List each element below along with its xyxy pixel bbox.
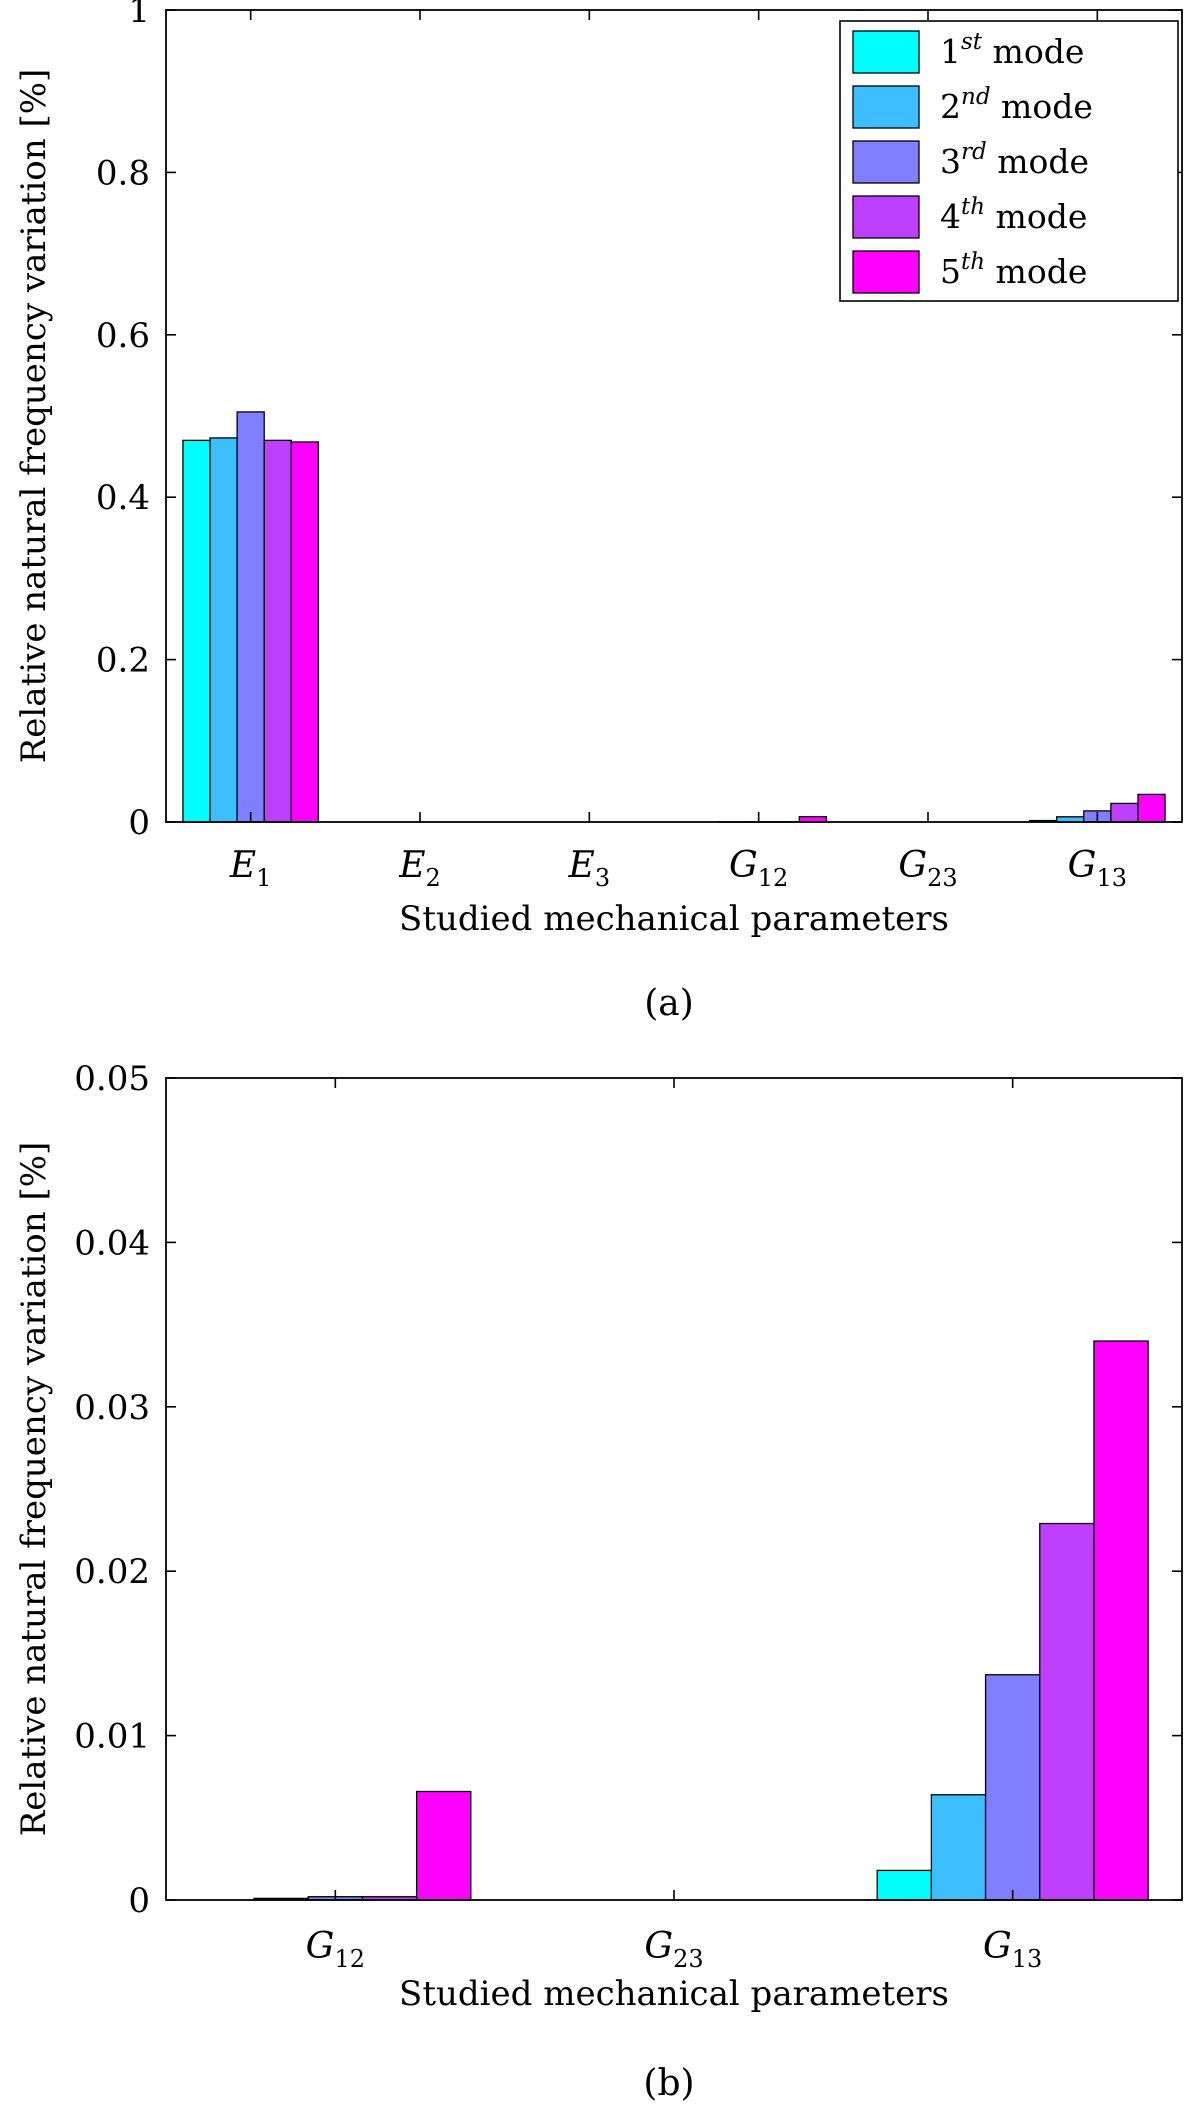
chart-panel-a: 0 0.2 0.4 0.6 0.8 1 E1 E2 E3 G12 G23 G13 Studied m… bbox=[14, 0, 1183, 1024]
legend-swatch bbox=[852, 195, 920, 239]
legend-entry: 2nd mode bbox=[940, 84, 1093, 126]
x-tick-label: G13 bbox=[983, 1926, 1042, 1973]
y-tick-label: 0.02 bbox=[74, 1552, 150, 1592]
x-tick-labels-b: G12 G23 G13 bbox=[306, 1926, 1043, 1973]
bars-a bbox=[182, 411, 1166, 823]
x-tick-label: E3 bbox=[568, 845, 611, 892]
legend-entry: 5th mode bbox=[940, 249, 1087, 291]
y-tick-labels-a: 0 0.2 0.4 0.6 0.8 1 bbox=[96, 0, 150, 843]
axis-ticks-a bbox=[166, 9, 1182, 823]
x-tick-label: G23 bbox=[644, 1926, 703, 1973]
y-tick-label: 0 bbox=[128, 803, 150, 843]
x-tick-label: G12 bbox=[306, 1926, 365, 1973]
x-tick-label: G13 bbox=[1068, 845, 1127, 892]
x-axis-label-b: Studied mechanical parameters bbox=[399, 1974, 949, 2014]
y-tick-label: 0.01 bbox=[74, 1717, 150, 1757]
y-tick-label: 0.2 bbox=[96, 641, 150, 681]
legend-swatch bbox=[852, 30, 920, 74]
bar-G13-mode-3 bbox=[984, 1674, 1041, 1901]
bar-G13-mode-5 bbox=[1137, 793, 1166, 823]
y-tick-label: 0.03 bbox=[74, 1388, 150, 1428]
bar-G13-mode-1 bbox=[876, 1869, 933, 1901]
bar-E1-mode-2 bbox=[209, 437, 238, 823]
x-tick-label: E1 bbox=[229, 845, 272, 892]
legend-swatch bbox=[852, 250, 920, 294]
bar-E1-mode-1 bbox=[182, 439, 211, 823]
legend: 1st mode 2nd mode 3rd mode 4th mode 5th mode bbox=[839, 20, 1179, 302]
bar-G13-mode-2 bbox=[930, 1794, 987, 1901]
bars-b bbox=[253, 1340, 1149, 1901]
y-tick-label: 0.05 bbox=[74, 1059, 150, 1099]
x-tick-label: G23 bbox=[898, 845, 957, 892]
y-tick-labels-b: 0 0.01 0.02 0.03 0.04 0.05 bbox=[74, 1059, 150, 1921]
x-tick-label: E2 bbox=[398, 845, 441, 892]
y-tick-label: 0.04 bbox=[74, 1223, 150, 1263]
x-tick-label: G12 bbox=[729, 845, 788, 892]
legend-swatch bbox=[852, 85, 920, 129]
panel-label-b: (b) bbox=[643, 2063, 694, 2104]
panel-label-a: (a) bbox=[644, 983, 694, 1024]
y-tick-label: 0.4 bbox=[96, 478, 150, 518]
bar-E1-mode-4 bbox=[263, 439, 292, 823]
bar-E1-mode-5 bbox=[290, 441, 320, 823]
legend-entry: 1st mode bbox=[940, 29, 1084, 71]
y-tick-label: 0 bbox=[128, 1881, 150, 1921]
axis-ticks-b bbox=[166, 1077, 1182, 1901]
y-axis-label-b: Relative natural frequency variation [%] bbox=[14, 1142, 54, 1837]
legend-entry: 3rd mode bbox=[940, 139, 1089, 181]
x-tick-labels-a: E1 E2 E3 G12 G23 G13 bbox=[229, 845, 1127, 892]
legend-entry: 4th mode bbox=[940, 194, 1087, 236]
legend-swatch bbox=[852, 140, 920, 184]
bar-G13-mode-5 bbox=[1093, 1340, 1149, 1901]
x-axis-label-a: Studied mechanical parameters bbox=[399, 899, 949, 939]
bar-E1-mode-3 bbox=[236, 411, 265, 823]
y-axis-label-a: Relative natural frequency variation [%] bbox=[14, 69, 54, 764]
y-tick-label: 1 bbox=[128, 0, 150, 31]
bar-G12-mode-5 bbox=[415, 1790, 472, 1901]
bar-G13-mode-4 bbox=[1110, 802, 1139, 823]
plot-frame-a bbox=[165, 9, 1183, 823]
y-tick-label: 0.6 bbox=[96, 316, 150, 356]
chart-panel-b: 0 0.01 0.02 0.03 0.04 0.05 G12 G23 G13 Studied … bbox=[14, 1059, 1183, 2104]
bar-G13-mode-4 bbox=[1039, 1522, 1095, 1901]
y-tick-label: 0.8 bbox=[96, 153, 150, 193]
